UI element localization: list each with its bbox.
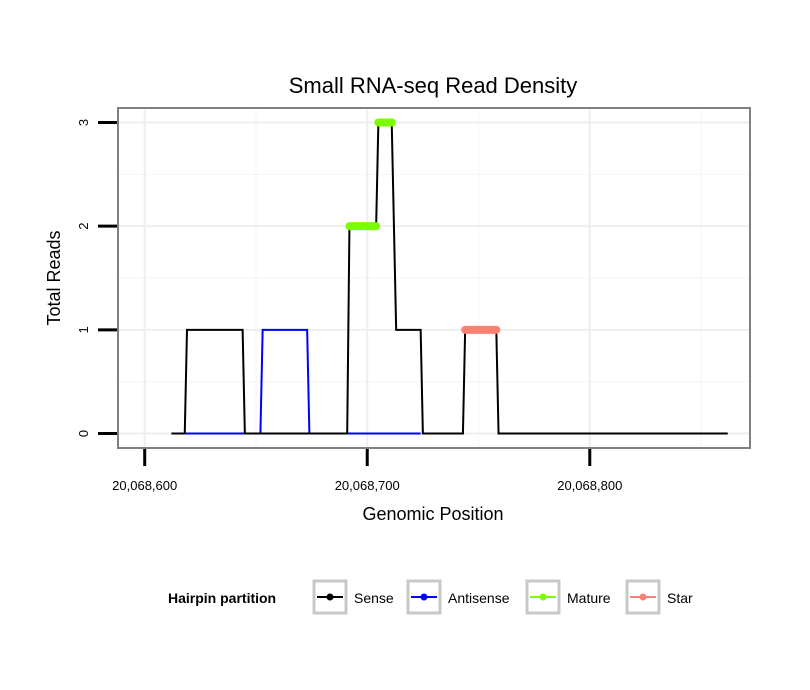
y-tick-label: 1 xyxy=(76,326,91,333)
x-axis-title: Genomic Position xyxy=(362,504,503,524)
legend-label: Sense xyxy=(354,590,394,606)
legend-item-mature: Mature xyxy=(525,579,611,615)
legend-key-dot xyxy=(326,593,334,601)
plot-border xyxy=(117,107,751,449)
y-axis-title: Total Reads xyxy=(44,230,64,325)
x-tick-label: 20,068,800 xyxy=(557,478,622,493)
legend-label: Star xyxy=(667,590,693,606)
legend-item-antisense: Antisense xyxy=(406,579,510,615)
x-tick-label: 20,068,700 xyxy=(335,478,400,493)
legend-item-sense: Sense xyxy=(312,579,394,615)
y-axis: 0 1 2 3 xyxy=(76,119,117,437)
legend-key-dot xyxy=(639,593,647,601)
legend: Hairpin partition Sense Antisense Mature St… xyxy=(168,579,693,615)
legend-label: Mature xyxy=(567,590,611,606)
legend-label: Antisense xyxy=(448,590,510,606)
legend-key-dot xyxy=(539,593,547,601)
legend-key-dot xyxy=(420,593,428,601)
grid-lines xyxy=(118,108,750,448)
chart-title: Small RNA-seq Read Density xyxy=(289,73,578,98)
x-axis: 20,068,600 20,068,700 20,068,800 xyxy=(112,449,622,493)
x-tick-label: 20,068,600 xyxy=(112,478,177,493)
legend-title: Hairpin partition xyxy=(168,590,276,606)
highlight-segments xyxy=(345,118,501,334)
legend-item-star: Star xyxy=(625,579,693,615)
y-tick-label: 2 xyxy=(76,223,91,230)
y-tick-label: 3 xyxy=(76,119,91,126)
y-tick-label: 0 xyxy=(76,430,91,437)
